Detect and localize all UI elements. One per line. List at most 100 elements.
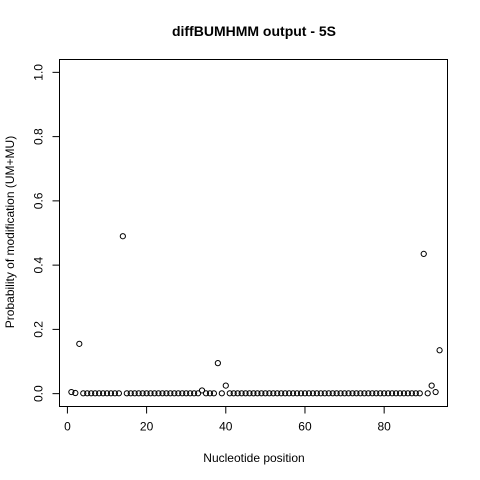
data-point: [167, 390, 174, 397]
data-point: [72, 389, 79, 397]
data-point: [404, 390, 412, 397]
x-tick-label: 0: [64, 420, 71, 434]
data-point: [202, 390, 210, 397]
data-point: [115, 390, 122, 397]
data-point: [191, 390, 198, 397]
y-axis-label: Probability of modification (UM+MU): [3, 136, 17, 328]
data-point: [349, 390, 356, 397]
data-point: [317, 390, 324, 397]
data-point: [159, 390, 166, 397]
data-point: [396, 390, 404, 397]
y-axis: 0.0 0.2 0.4 0.6 0.8 1.0: [32, 64, 60, 402]
x-axis: 0 20 40 60 80: [64, 406, 391, 434]
data-point: [147, 390, 154, 397]
data-point: [278, 390, 285, 397]
data-point: [230, 390, 237, 397]
data-point: [175, 390, 182, 397]
x-tick-label: 40: [219, 420, 233, 434]
data-point: [424, 390, 431, 397]
data-point: [131, 390, 138, 397]
data-point: [258, 390, 265, 397]
x-tick-label: 20: [140, 420, 154, 434]
data-point: [123, 390, 130, 397]
x-tick-label: 80: [377, 420, 391, 434]
data-point: [293, 390, 301, 397]
data-point: [428, 382, 435, 389]
data-point: [408, 390, 415, 397]
data-point: [416, 390, 423, 397]
data-point: [84, 390, 91, 397]
data-point: [68, 388, 75, 396]
data-point: [305, 390, 313, 397]
data-point: [309, 390, 316, 397]
data-point: [99, 390, 107, 397]
data-point: [143, 390, 150, 397]
data-point: [127, 390, 134, 397]
data-point: [388, 390, 396, 397]
data-point: [329, 390, 336, 397]
data-point: [373, 390, 380, 397]
data-point: [210, 390, 218, 397]
data-point: [297, 390, 305, 397]
data-point: [361, 390, 368, 397]
data-point: [286, 390, 293, 397]
data-point: [333, 390, 340, 397]
data-point: [155, 390, 162, 397]
data-point: [95, 390, 103, 397]
y-tick-label: 1.0: [32, 64, 46, 81]
data-point: [412, 390, 419, 397]
data-point: [242, 390, 249, 397]
y-tick-label: 0.6: [32, 192, 46, 209]
data-point: [234, 390, 241, 397]
data-point: [377, 390, 384, 397]
data-point: [385, 390, 392, 397]
data-point: [266, 390, 273, 397]
data-point: [432, 388, 439, 396]
data-point: [325, 390, 332, 397]
data-point: [163, 390, 170, 397]
data-point: [250, 390, 257, 397]
data-point: [400, 390, 408, 397]
data-point: [246, 390, 253, 397]
y-tick-label: 0.0: [32, 385, 46, 402]
data-point: [436, 347, 443, 354]
data-point: [365, 390, 372, 397]
data-point: [135, 390, 142, 397]
data-point: [171, 390, 178, 397]
data-point: [238, 390, 245, 397]
x-axis-label: Nucleotide position: [203, 451, 304, 465]
data-point: [420, 250, 427, 257]
data-point: [218, 390, 225, 397]
data-point: [341, 390, 348, 397]
data-point: [183, 390, 190, 397]
data-point: [274, 390, 281, 397]
plot-frame: [59, 59, 448, 407]
data-point: [88, 390, 95, 397]
y-tick-label: 0.8: [32, 128, 46, 145]
data-point: [282, 390, 289, 397]
data-point: [301, 390, 309, 397]
data-point: [92, 390, 99, 397]
data-point: [80, 390, 87, 397]
data-point: [119, 233, 126, 240]
data-point: [270, 390, 277, 397]
data-point: [194, 390, 202, 397]
data-point: [179, 390, 186, 397]
data-point: [357, 390, 364, 397]
data-point: [353, 390, 360, 397]
data-point: [198, 387, 206, 394]
data-point: [369, 390, 376, 397]
y-tick-label: 0.2: [32, 321, 46, 338]
data-point: [103, 390, 111, 397]
data-point: [392, 390, 400, 397]
data-point: [206, 390, 214, 397]
data-point: [151, 390, 158, 397]
data-point: [321, 390, 328, 397]
data-point: [107, 390, 115, 397]
data-point: [226, 390, 233, 397]
chart-title: diffBUMHMM output - 5S: [172, 23, 336, 39]
y-tick-label: 0.4: [32, 256, 46, 273]
data-point: [313, 390, 320, 397]
data-point: [76, 340, 83, 347]
